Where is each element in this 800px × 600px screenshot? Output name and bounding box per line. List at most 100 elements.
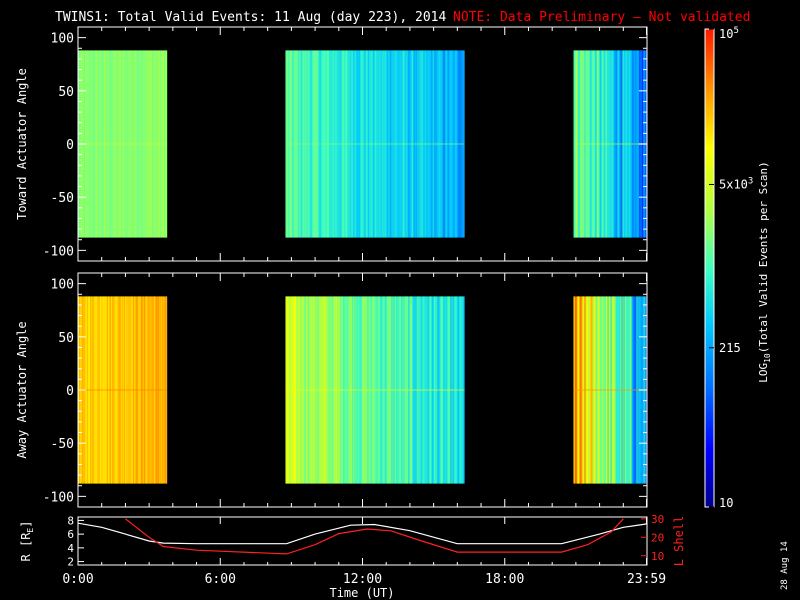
heatmap-column: [620, 50, 622, 238]
x-tick-label: 6:00: [205, 572, 236, 587]
heatmap-column: [129, 296, 131, 484]
heatmap-column: [163, 50, 165, 238]
heatmap-column: [438, 50, 440, 238]
heatmap-column: [130, 296, 132, 484]
heatmap-column: [328, 50, 330, 238]
heatmap-column: [389, 50, 391, 238]
heatmap-column: [330, 296, 332, 484]
heatmap-column: [139, 296, 141, 484]
heatmap-column: [106, 296, 108, 484]
heatmap-column: [144, 296, 146, 484]
heatmap-column: [152, 296, 154, 484]
heatmap-column: [351, 50, 353, 238]
heatmap-column: [116, 50, 118, 238]
heatmap-column: [462, 296, 464, 484]
heatmap-column: [291, 296, 293, 484]
heatmap-column: [306, 296, 308, 484]
zero-angle-band: [78, 143, 167, 145]
heatmap-column: [394, 296, 396, 484]
heatmap-column: [302, 50, 304, 238]
heatmap-column: [579, 50, 581, 238]
heatmap-column: [287, 296, 289, 484]
heatmap-column: [338, 50, 340, 238]
heatmap-column: [134, 50, 136, 238]
heatmap-column: [386, 296, 388, 484]
heatmap-column: [438, 296, 440, 484]
heatmap-column: [92, 296, 94, 484]
heatmap-column: [388, 296, 390, 484]
y-tick-label: 100: [51, 32, 74, 47]
heatmap-column: [604, 50, 606, 238]
heatmap-column: [376, 50, 378, 238]
heatmap-column: [132, 50, 134, 238]
heatmap-column: [425, 296, 427, 484]
heatmap-column: [600, 296, 602, 484]
heatmap-column: [385, 50, 387, 238]
toward-ylabel: Toward Actuator Angle: [15, 68, 29, 220]
heatmap-column: [633, 50, 635, 238]
heatmap-column: [398, 50, 400, 238]
heatmap-column: [88, 50, 90, 238]
heatmap-column: [441, 50, 443, 238]
heatmap-column: [437, 50, 439, 238]
heatmap-column: [326, 296, 328, 484]
heatmap-column: [100, 296, 102, 484]
heatmap-column: [362, 50, 364, 238]
heatmap-column: [402, 296, 404, 484]
heatmap-column: [297, 50, 299, 238]
heatmap-column: [312, 50, 314, 238]
heatmap-column: [117, 50, 119, 238]
heatmap-column: [595, 50, 597, 238]
heatmap-column: [390, 50, 392, 238]
heatmap-column: [113, 50, 115, 238]
heatmap-column: [296, 296, 298, 484]
heatmap-column: [147, 296, 149, 484]
heatmap-column: [108, 50, 110, 238]
heatmap-column: [460, 50, 462, 238]
heatmap-column: [441, 296, 443, 484]
heatmap-column: [369, 50, 371, 238]
heatmap-column: [352, 296, 354, 484]
heatmap-column: [165, 296, 167, 484]
heatmap-column: [636, 296, 638, 484]
heatmap-column: [410, 50, 412, 238]
heatmap-column: [315, 296, 317, 484]
heatmap-column: [589, 296, 591, 484]
heatmap-column: [379, 296, 381, 484]
heatmap-column: [414, 50, 416, 238]
heatmap-column: [459, 296, 461, 484]
x-tick-label: 23:59: [627, 572, 666, 587]
heatmap-column: [357, 50, 359, 238]
heatmap-column: [406, 50, 408, 238]
heatmap-column: [285, 296, 287, 484]
heatmap-column: [296, 50, 298, 238]
heatmap-column: [356, 296, 358, 484]
heatmap-column: [420, 296, 422, 484]
heatmap-column: [577, 296, 579, 484]
heatmap-column: [328, 296, 330, 484]
heatmap-column: [137, 296, 139, 484]
heatmap-column: [411, 296, 413, 484]
heatmap-column: [298, 296, 300, 484]
y-tick-label: 0: [66, 384, 74, 399]
r-tick-label: 6: [67, 528, 74, 541]
heatmap-column: [432, 50, 434, 238]
heatmap-column: [286, 296, 288, 484]
heatmap-column: [377, 296, 379, 484]
heatmap-column: [398, 296, 400, 484]
heatmap-column: [574, 50, 576, 238]
heatmap-column: [610, 296, 612, 484]
heatmap-column: [576, 296, 578, 484]
heatmap-column: [299, 50, 301, 238]
heatmap-column: [355, 296, 357, 484]
heatmap-column: [439, 50, 441, 238]
heatmap-column: [362, 296, 364, 484]
heatmap-column: [333, 296, 335, 484]
heatmap-column: [358, 50, 360, 238]
heatmap-column: [368, 50, 370, 238]
heatmap-column: [304, 296, 306, 484]
heatmap-column: [348, 296, 350, 484]
heatmap-column: [344, 296, 346, 484]
heatmap-column: [412, 296, 414, 484]
heatmap-column: [96, 50, 98, 238]
